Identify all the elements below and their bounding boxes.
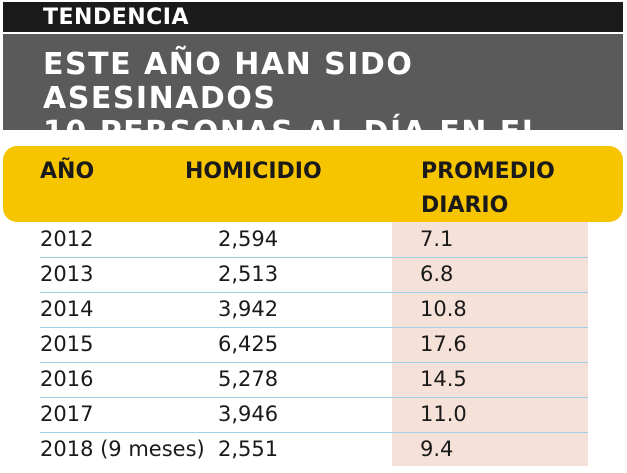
header-homicides: HOMICIDIO	[185, 159, 322, 184]
headline-box: ESTE AÑO HAN SIDO ASESINADOS 10 PERSONAS…	[3, 34, 623, 184]
cell-daily-average: 7.1	[420, 227, 454, 251]
cell-year: 2013	[40, 262, 94, 286]
table-row: 2013 2,513 6.8	[40, 258, 588, 293]
cell-homicides: 3,942	[218, 297, 279, 321]
table-row: 2012 2,594 7.1	[40, 223, 588, 258]
cell-homicides: 2,513	[218, 262, 279, 286]
cell-year: 2017	[40, 402, 94, 426]
daily-average-column-bg	[392, 222, 588, 466]
headline-line-1: ESTE AÑO HAN SIDO ASESINADOS	[43, 47, 414, 116]
tag-bar: TENDENCIA	[0, 0, 627, 34]
cell-homicides: 2,594	[218, 227, 279, 251]
table-row: 2014 3,942 10.8	[40, 293, 588, 328]
section-tag-text: TENDENCIA	[43, 5, 190, 30]
cell-daily-average: 9.4	[420, 437, 454, 461]
cell-daily-average: 17.6	[420, 332, 467, 356]
table-row: 2015 6,425 17.6	[40, 328, 588, 363]
table-header: AÑO HOMICIDIO PROMEDIO DIARIO	[3, 146, 623, 222]
cell-homicides: 6,425	[218, 332, 279, 356]
header-year: AÑO	[40, 159, 95, 184]
header-daily-average-line-1: PROMEDIO	[421, 159, 555, 184]
cell-homicides: 3,946	[218, 402, 279, 426]
cell-year: 2018 (9 meses)	[40, 437, 205, 461]
cell-daily-average: 6.8	[420, 262, 454, 286]
section-tag: TENDENCIA	[3, 2, 623, 32]
cell-year: 2012	[40, 227, 94, 251]
table-row: 2017 3,946 11.0	[40, 398, 588, 433]
cell-homicides: 2,551	[218, 437, 279, 461]
table-row: 2016 5,278 14.5	[40, 363, 588, 398]
cell-year: 2015	[40, 332, 94, 356]
cell-daily-average: 11.0	[420, 402, 467, 426]
cell-homicides: 5,278	[218, 367, 279, 391]
cell-daily-average: 10.8	[420, 297, 467, 321]
cell-year: 2016	[40, 367, 94, 391]
table-row: 2018 (9 meses) 2,551 9.4	[40, 433, 588, 467]
header-daily-average-line-2: DIARIO	[421, 193, 509, 218]
cell-year: 2014	[40, 297, 94, 321]
cell-daily-average: 14.5	[420, 367, 467, 391]
